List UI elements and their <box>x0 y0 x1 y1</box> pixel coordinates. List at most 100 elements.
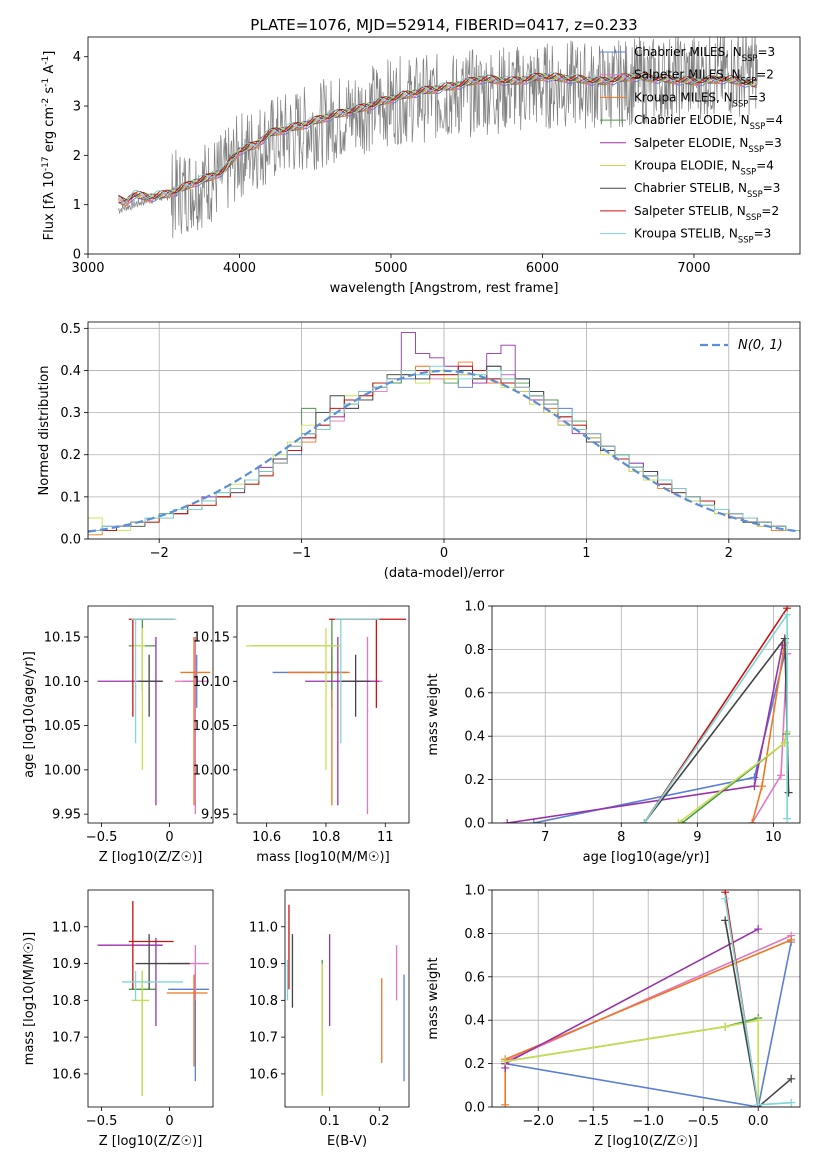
label-run: A <box>42 65 57 78</box>
plot-area <box>286 904 405 1096</box>
histogram-step <box>88 365 800 539</box>
weight-line <box>505 941 792 1107</box>
x-tick-label: 1 <box>582 546 590 561</box>
y-tick-label: 0.1 <box>60 490 81 505</box>
label-run: mass weight <box>426 673 441 755</box>
x-tick-label: 10 <box>765 830 782 845</box>
label-run: mass weight <box>426 957 441 1039</box>
legend-subscript: SSP <box>742 53 758 63</box>
legend-subscript: SSP <box>746 212 762 222</box>
panel-age_vs_Z: −0.5 0 9.95 10.00 10.05 10.10 10.15 Z [log10(Z/… <box>22 605 214 865</box>
legend-count: =3 <box>754 227 772 241</box>
weight-line <box>533 653 786 823</box>
x-tick-label: 11 <box>377 830 394 845</box>
label-run: age [log10(age/yr)] <box>22 651 37 778</box>
label-run: -17 <box>41 156 51 171</box>
legend-subscript: SSP <box>741 167 757 177</box>
x-axis-label: E(B-V) <box>327 1134 367 1149</box>
legend-entry: N(0, 1) <box>738 338 783 353</box>
x-tick-label: 10.8 <box>311 830 340 845</box>
weight-marker <box>501 1100 510 1107</box>
x-tick-label: 10.6 <box>252 830 281 845</box>
weight-marker <box>750 782 759 791</box>
y-tick-label: 0.4 <box>464 730 485 745</box>
panel-mass_vs_Z: −0.5 0 10.6 10.7 10.8 10.9 11.0 Z [log10(Z/Z☉)]… <box>22 889 214 1149</box>
legend-count: =3 <box>764 136 782 150</box>
plot-area <box>97 618 211 815</box>
label-run: erg cm <box>42 107 57 156</box>
label-run: mass [log10(M/M☉)] <box>256 850 389 865</box>
weight-marker <box>721 1022 730 1031</box>
axes-frame <box>87 321 801 540</box>
x-tick-label: 0 <box>165 1114 173 1129</box>
x-tick-label: −1.5 <box>577 1114 609 1129</box>
model-spectrum <box>118 72 758 201</box>
panel-weight_vs_age: 7 8 9 10 0.0 0.2 0.4 0.6 0.8 1.0 age [log10(age/yr… <box>426 600 801 865</box>
y-tick-label: 1.0 <box>464 884 485 899</box>
x-tick-label: −2.0 <box>522 1114 554 1129</box>
y-tick-label: 10.10 <box>193 675 230 690</box>
label-run: Normed distribution <box>37 366 52 496</box>
x-axis-label: Z [log10(Z/Z☉)] <box>594 1134 698 1149</box>
x-tick-label: −0.5 <box>86 830 118 845</box>
label-run: -2 <box>41 98 51 107</box>
label-run: Z [log10(Z/Z☉)] <box>594 1134 698 1149</box>
y-axis-label: mass [log10(M/M☉)] <box>22 932 37 1065</box>
weight-line <box>505 1019 760 1107</box>
figure-title: PLATE=1076, MJD=52914, FIBERID=0417, z=0… <box>250 16 637 34</box>
panel-mass_vs_EBV: 0.1 0.2 10.6 10.7 10.8 10.9 11.0 E(B-V) <box>249 889 410 1149</box>
y-axis-label: Normed distribution <box>37 366 52 496</box>
label-run: s <box>42 87 57 98</box>
y-tick-label: 0.4 <box>60 364 81 379</box>
x-tick-label: 0.1 <box>319 1114 340 1129</box>
weight-marker <box>787 1074 796 1083</box>
legend-count: =4 <box>765 113 783 127</box>
y-tick-label: 0.4 <box>464 1014 485 1029</box>
y-tick-label: 0.8 <box>464 927 485 942</box>
legend-entry: Salpeter ELODIE, NSSP=3 <box>634 136 782 154</box>
weight-marker <box>721 894 730 903</box>
y-tick-label: 10.10 <box>44 675 81 690</box>
y-tick-label: 0.6 <box>464 970 485 985</box>
y-tick-label: 10.7 <box>52 1031 81 1046</box>
plot-area <box>245 618 407 815</box>
label-run: wavelength [Angstrom, rest frame] <box>330 281 559 296</box>
x-tick-label: −1 <box>292 546 311 561</box>
y-tick-label: 0.2 <box>464 1057 485 1072</box>
plot-area <box>503 606 793 823</box>
weight-line <box>677 731 788 823</box>
x-tick-label: 0.0 <box>748 1114 769 1129</box>
label-run: age [log10(age/yr)] <box>583 850 710 865</box>
weight-marker <box>784 788 793 797</box>
x-tick-label: −0.5 <box>86 1114 118 1129</box>
y-tick-label: 0.5 <box>60 322 81 337</box>
weight-marker <box>640 819 649 823</box>
axes-frame <box>87 36 801 255</box>
label-run: λ 10 <box>42 171 57 199</box>
weight-marker <box>503 819 512 823</box>
y-tick-label: 0.2 <box>60 448 81 463</box>
legend-count: =2 <box>756 68 774 82</box>
label-run: (data-model)/error <box>384 566 505 581</box>
y-tick-label: 1.0 <box>464 600 485 615</box>
weight-line <box>507 644 784 823</box>
weight-marker <box>787 1098 796 1107</box>
x-axis-label: Z [log10(Z/Z☉)] <box>99 850 203 865</box>
weight-marker <box>748 819 757 823</box>
y-axis-label: mass weight <box>426 673 441 755</box>
y-tick-label: 9.95 <box>52 808 81 823</box>
y-tick-label: 0 <box>73 248 81 263</box>
label-run: ] <box>42 51 57 56</box>
weight-marker <box>501 1057 510 1066</box>
y-tick-label: 10.8 <box>52 994 81 1009</box>
model-spectrum <box>117 71 758 204</box>
weight-marker <box>674 819 683 823</box>
legend-entry: Chabrier STELIB, NSSP=3 <box>634 181 780 199</box>
label-run: -1 <box>41 78 51 87</box>
axes-frame <box>87 889 214 1108</box>
label-run: Z [log10(Z/Z☉)] <box>99 1134 203 1149</box>
y-tick-label: 11.0 <box>249 920 278 935</box>
label-run: -1 <box>41 56 51 65</box>
